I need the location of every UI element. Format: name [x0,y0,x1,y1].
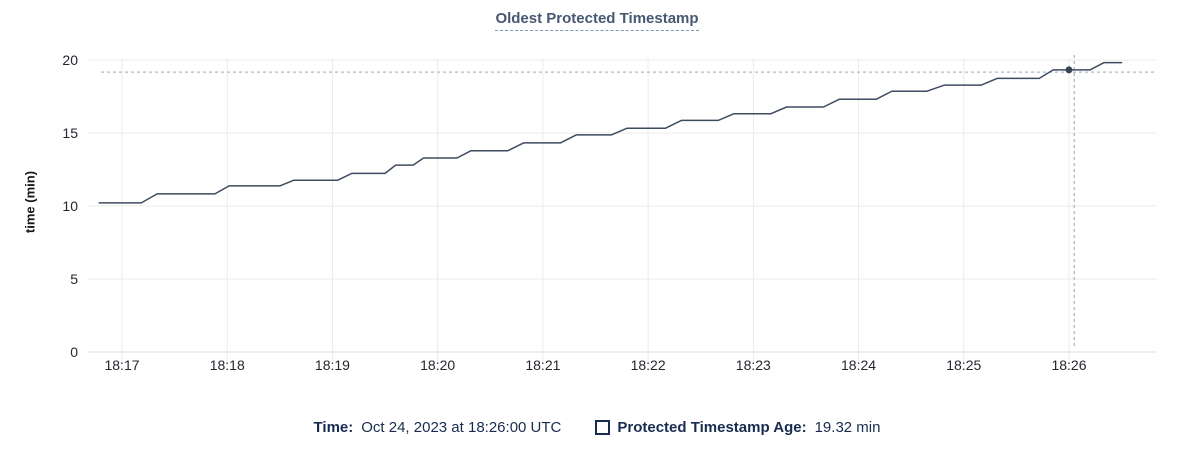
x-tick-label: 18:23 [735,357,771,373]
x-tick-label: 18:20 [420,357,456,373]
y-tick-label: 15 [62,125,78,141]
time-value: Oct 24, 2023 at 18:26:00 UTC [361,419,562,436]
x-tick-label: 18:19 [314,357,350,373]
series-value: 19.32 min [814,419,881,436]
chart-header: Oldest Protected Timestamp [0,10,1194,31]
chart-plot-area[interactable] [88,45,1157,375]
x-tick-label: 18:24 [841,357,877,373]
y-tick-label: 0 [70,344,78,360]
x-tick-label: 18:22 [630,357,666,373]
time-label: Time: [313,419,354,436]
x-tick-label: 18:26 [1051,357,1087,373]
y-tick-label: 5 [70,271,78,287]
x-tick-label: 18:17 [104,357,140,373]
series-line [98,61,1123,204]
hover-legend: Time: Oct 24, 2023 at 18:26:00 UTC Prote… [0,419,1194,436]
series-label: Protected Timestamp Age: [617,419,807,436]
x-tick-label: 18:25 [946,357,982,373]
hover-point-dot [1065,66,1073,74]
series-checkbox-icon[interactable] [595,420,611,435]
x-tick-label: 18:21 [525,357,561,373]
y-tick-label: 10 [62,198,78,214]
y-tick-label: 20 [62,52,78,68]
chart-title: Oldest Protected Timestamp [495,10,699,31]
x-tick-label: 18:18 [209,357,245,373]
